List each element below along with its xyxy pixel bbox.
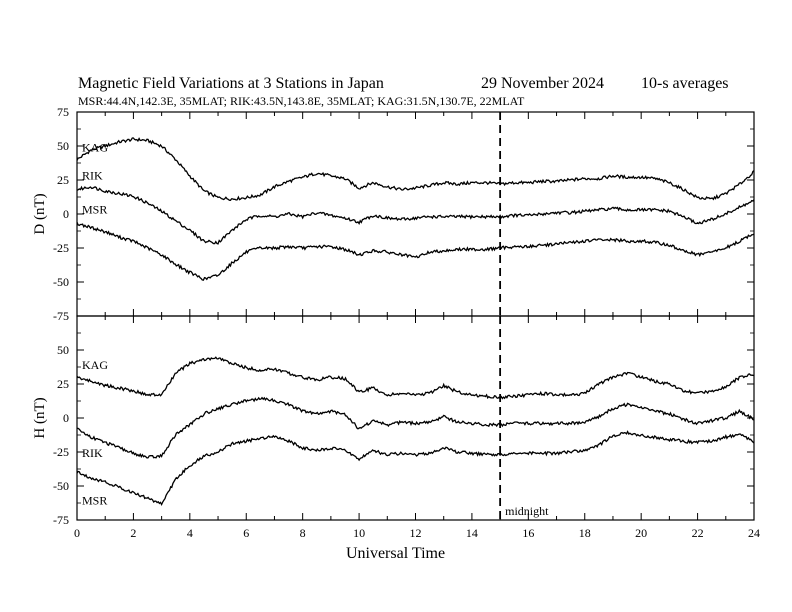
x-tick-label: 22 (692, 526, 704, 540)
series-line-msr (76, 222, 755, 281)
chart-date-year: 2024 (572, 75, 604, 92)
panel-frame (76, 315, 755, 521)
x-tick-label: 10 (353, 526, 365, 540)
d-component-panel: -75 -50 -25 0 25 50 75 D (nT) KAG RIK MSR (32, 105, 755, 323)
series-label-kag: KAG (82, 358, 108, 372)
y-tick-label: -50 (53, 479, 69, 493)
x-tick-label: 4 (187, 526, 193, 540)
y-tick-label: -25 (53, 445, 69, 459)
y-axis-label: D (nT) (32, 193, 48, 234)
station-coordinates: MSR:44.4N,142.3E, 35MLAT; RIK:43.5N,143.… (78, 94, 525, 108)
series-label-msr: MSR (82, 493, 107, 507)
y-axis-label: H (nT) (32, 397, 48, 438)
series-label-rik: RIK (82, 446, 103, 460)
x-tick-label: 12 (410, 526, 422, 540)
series-line-rik (76, 185, 755, 245)
series-label-msr: MSR (82, 203, 107, 217)
x-tick-label: 14 (466, 526, 478, 540)
y-tick-label: -25 (53, 241, 69, 255)
y-tick-label: 50 (57, 139, 69, 153)
y-tick-label: -50 (53, 275, 69, 289)
series-label-kag: KAG (82, 141, 108, 155)
midnight-label: midnight (505, 504, 549, 518)
x-tick-label: 2 (130, 526, 136, 540)
series-line-msr (76, 430, 755, 506)
series-label-rik: RIK (82, 169, 103, 183)
chart-date-day: 29 November (481, 75, 569, 92)
series-line-kag (76, 356, 755, 400)
averaging-label: 10-s averages (641, 75, 729, 92)
chart-title: Magnetic Field Variations at 3 Stations … (78, 75, 384, 92)
x-tick-label: 6 (243, 526, 249, 540)
series-line-kag (76, 137, 755, 201)
x-tick-label: 18 (579, 526, 591, 540)
y-tick-label: 75 (57, 105, 69, 119)
x-tick-label: 20 (635, 526, 647, 540)
x-axis-label: Universal Time (346, 545, 445, 562)
x-tick-label: 24 (748, 526, 760, 540)
y-tick-label: 25 (57, 377, 69, 391)
y-tick-label: -75 (53, 309, 69, 323)
y-tick-label: 0 (63, 207, 69, 221)
x-tick-label: 8 (300, 526, 306, 540)
x-tick-label: 16 (522, 526, 534, 540)
y-tick-label: 0 (63, 411, 69, 425)
panel-frame (76, 111, 755, 317)
series-line-rik (76, 396, 755, 459)
x-tick-label: 0 (74, 526, 80, 540)
y-tick-label: 25 (57, 173, 69, 187)
y-tick-label: -75 (53, 513, 69, 527)
y-tick-label: 50 (57, 343, 69, 357)
